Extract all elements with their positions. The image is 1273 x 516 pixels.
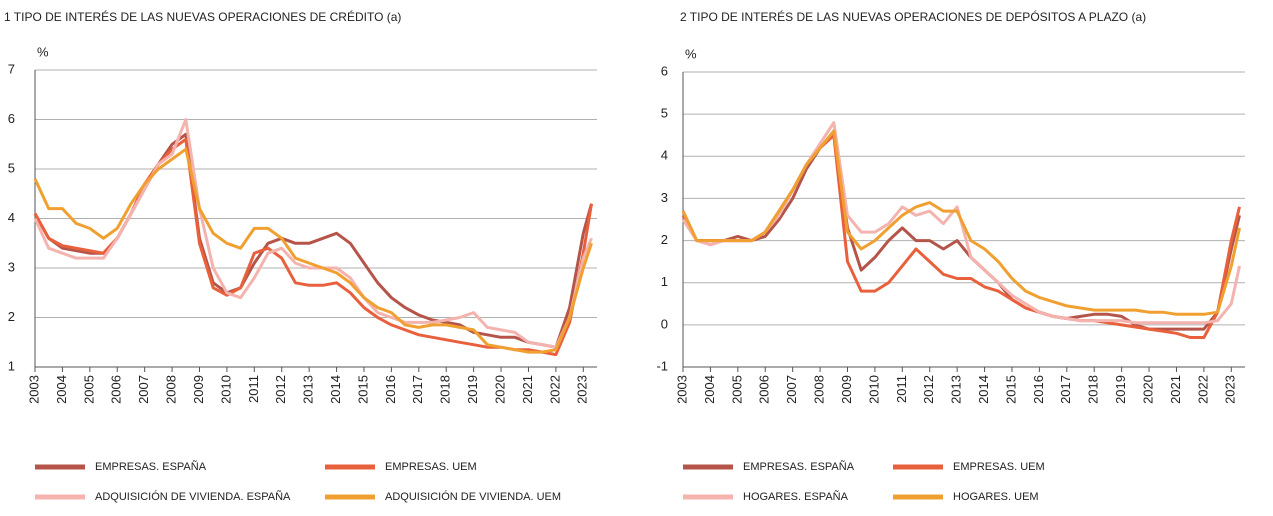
x-tick-label: 2021 [1168,375,1183,404]
x-tick-label: 2004 [54,375,69,404]
x-tick-label: 2022 [547,375,562,404]
y-tick-label: 7 [8,61,15,76]
x-tick-label: 2017 [410,375,425,404]
x-tick-label: 2007 [136,375,151,404]
x-tick-label: 2014 [328,375,343,404]
x-tick-label: 2018 [1086,375,1101,404]
x-tick-label: 2008 [164,375,179,404]
x-tick-label: 2013 [949,375,964,404]
y-tick-label: 3 [8,259,15,274]
series-line [681,129,1241,316]
x-tick-label: 2023 [1223,375,1238,404]
y-tick-label: 3 [661,190,668,205]
x-tick-label: 2015 [355,375,370,404]
y-tick-label: 0 [661,316,668,331]
x-tick-label: 2008 [812,375,827,404]
y-tick-label: 5 [661,106,668,121]
x-tick-label: 2011 [246,375,261,403]
x-tick-label: 2019 [465,375,480,404]
x-tick-label: 2015 [1003,375,1018,404]
x-tick-label: 2009 [191,375,206,404]
x-tick-label: 2009 [839,375,854,404]
x-tick-label: 2003 [674,375,689,404]
y-tick-label: 1 [8,358,15,373]
x-tick-label: 2005 [729,375,744,404]
x-tick-label: 2006 [757,375,772,404]
y-tick-label: 1 [661,274,668,289]
x-tick-label: 2012 [921,375,936,404]
series-line [681,121,1241,325]
series-line [33,137,593,357]
x-tick-label: 2003 [26,375,41,404]
x-tick-label: 2010 [218,375,233,404]
legend-label: EMPRESAS. UEM [385,461,477,473]
y-axis-label: % [685,46,697,61]
legend-label: HOGARES. UEM [953,491,1039,503]
chart-title: 1 TIPO DE INTERÉS DE LAS NUEVAS OPERACIO… [4,9,401,24]
x-tick-label: 2020 [1140,375,1155,404]
x-tick-label: 2007 [784,375,799,404]
x-tick-label: 2014 [976,375,991,404]
chart-title: 2 TIPO DE INTERÉS DE LAS NUEVAS OPERACIO… [680,9,1146,24]
y-tick-label: -1 [656,358,668,373]
x-tick-label: 2005 [81,375,96,404]
x-tick-label: 2010 [866,375,881,404]
series-line [33,132,593,349]
x-tick-label: 2006 [109,375,124,404]
x-tick-label: 2016 [383,375,398,404]
x-tick-label: 2017 [1058,375,1073,404]
x-tick-label: 2016 [1031,375,1046,404]
x-tick-label: 2023 [575,375,590,404]
y-tick-label: 5 [8,160,15,175]
y-tick-label: 6 [8,111,15,126]
y-tick-label: 6 [661,63,668,78]
x-tick-label: 2011 [894,375,909,403]
legend-label: EMPRESAS. UEM [953,461,1045,473]
y-tick-label: 2 [661,232,668,247]
x-tick-label: 2018 [438,375,453,404]
x-tick-label: 2021 [520,375,535,404]
series-line [33,147,593,354]
y-tick-label: 4 [8,210,15,225]
x-tick-label: 2020 [492,375,507,404]
legend-label: EMPRESAS. ESPAÑA [95,460,207,473]
x-tick-label: 2013 [301,375,316,404]
y-axis-label: % [37,44,49,59]
legend-label: EMPRESAS. ESPAÑA [743,460,855,473]
x-tick-label: 2022 [1195,375,1210,404]
legend-label: ADQUISICIÓN DE VIVIENDA. ESPAÑA [95,490,291,503]
x-tick-label: 2004 [702,375,717,404]
y-tick-label: 4 [661,148,668,163]
y-tick-label: 2 [8,309,15,324]
legend-label: HOGARES. ESPAÑA [743,490,849,503]
legend-label: ADQUISICIÓN DE VIVIENDA. UEM [385,490,561,503]
x-tick-label: 2019 [1113,375,1128,404]
series-line [33,118,593,349]
x-tick-label: 2012 [273,375,288,404]
